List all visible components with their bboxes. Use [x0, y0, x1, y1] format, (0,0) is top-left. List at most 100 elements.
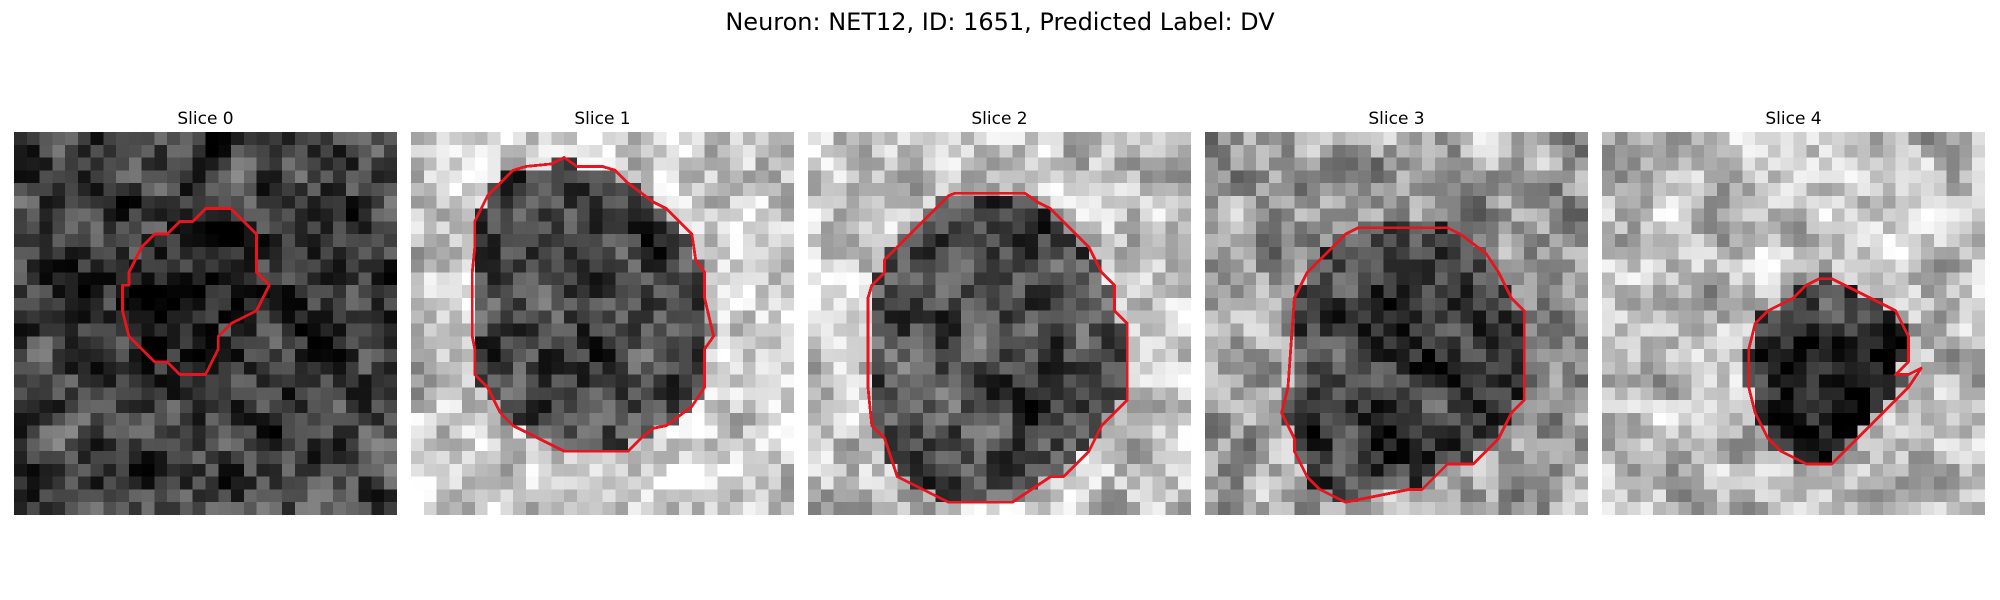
pixel	[589, 195, 603, 209]
pixel	[1602, 144, 1616, 158]
pixel	[333, 489, 347, 503]
pixel	[1050, 349, 1064, 363]
pixel	[14, 208, 28, 222]
pixel	[39, 349, 53, 363]
pixel	[742, 387, 756, 401]
pixel	[1243, 387, 1257, 401]
pixel	[1050, 285, 1064, 299]
pixel	[1460, 195, 1474, 209]
pixel	[1498, 349, 1512, 363]
pixel	[14, 438, 28, 452]
pixel	[538, 183, 552, 197]
pixel	[948, 259, 962, 273]
pixel	[116, 221, 130, 235]
pixel	[1549, 297, 1563, 311]
pixel	[525, 170, 539, 184]
pixel	[1524, 183, 1538, 197]
pixel	[768, 425, 782, 439]
pixel	[474, 476, 488, 490]
pixel	[462, 502, 476, 515]
pixel	[691, 425, 705, 439]
pixel	[154, 170, 168, 184]
pixel	[602, 361, 616, 375]
pixel	[1933, 489, 1947, 503]
pixel	[1857, 272, 1871, 286]
pixel	[986, 412, 1000, 426]
pixel	[1767, 463, 1781, 477]
pixel	[1460, 208, 1474, 222]
pixel	[179, 349, 193, 363]
pixel	[90, 297, 104, 311]
pixel	[141, 425, 155, 439]
pixel	[1281, 144, 1295, 158]
pixel	[742, 463, 756, 477]
pixel	[1243, 361, 1257, 375]
pixel	[1602, 361, 1616, 375]
pixel	[1755, 502, 1769, 515]
pixel	[1562, 259, 1576, 273]
pixel	[1345, 170, 1359, 184]
pixel	[26, 438, 40, 452]
pixel	[1396, 425, 1410, 439]
pixel	[615, 132, 629, 146]
pixel	[948, 361, 962, 375]
pixel	[384, 310, 397, 324]
pixel	[808, 310, 822, 324]
pixel	[141, 170, 155, 184]
pixel	[781, 132, 794, 146]
pixel	[1498, 170, 1512, 184]
pixel	[14, 183, 28, 197]
pixel	[423, 132, 437, 146]
pixel	[666, 502, 680, 515]
pixel	[833, 208, 847, 222]
pixel	[1370, 374, 1384, 388]
pixel	[859, 451, 873, 465]
pixel	[1485, 234, 1499, 248]
pixel	[1640, 374, 1654, 388]
pixel	[269, 259, 283, 273]
pixel	[462, 387, 476, 401]
pixel	[1294, 221, 1308, 235]
pixel	[820, 310, 834, 324]
pixel	[1678, 425, 1692, 439]
pixel	[589, 463, 603, 477]
pixel	[1614, 144, 1628, 158]
pixel	[1217, 259, 1231, 273]
pixel	[808, 400, 822, 414]
pixel	[231, 170, 245, 184]
pixel	[846, 400, 860, 414]
pixel	[1165, 463, 1179, 477]
pixel	[116, 157, 130, 171]
pixel	[1524, 170, 1538, 184]
pixel	[282, 183, 296, 197]
pixel	[205, 502, 219, 515]
pixel	[1627, 323, 1641, 337]
pixel	[1602, 387, 1616, 401]
pixel	[294, 489, 308, 503]
pixel	[192, 310, 206, 324]
pixel	[1729, 285, 1743, 299]
pixel	[1012, 323, 1026, 337]
pixel	[1870, 234, 1884, 248]
pixel	[1294, 387, 1308, 401]
pixel	[1678, 374, 1692, 388]
pixel	[1921, 310, 1935, 324]
pixel	[1806, 323, 1820, 337]
pixel	[1524, 259, 1538, 273]
pixel	[103, 157, 117, 171]
pixel	[294, 183, 308, 197]
pixel	[1806, 208, 1820, 222]
pixel	[14, 323, 28, 337]
pixel	[551, 502, 565, 515]
pixel	[1370, 361, 1384, 375]
pixel	[1256, 489, 1270, 503]
pixel	[1460, 221, 1474, 235]
pixel	[602, 183, 616, 197]
pixel	[973, 451, 987, 465]
pixel	[973, 438, 987, 452]
pixel	[218, 476, 232, 490]
pixel	[833, 132, 847, 146]
pixel	[1358, 374, 1372, 388]
pixel	[525, 451, 539, 465]
pixel	[833, 412, 847, 426]
